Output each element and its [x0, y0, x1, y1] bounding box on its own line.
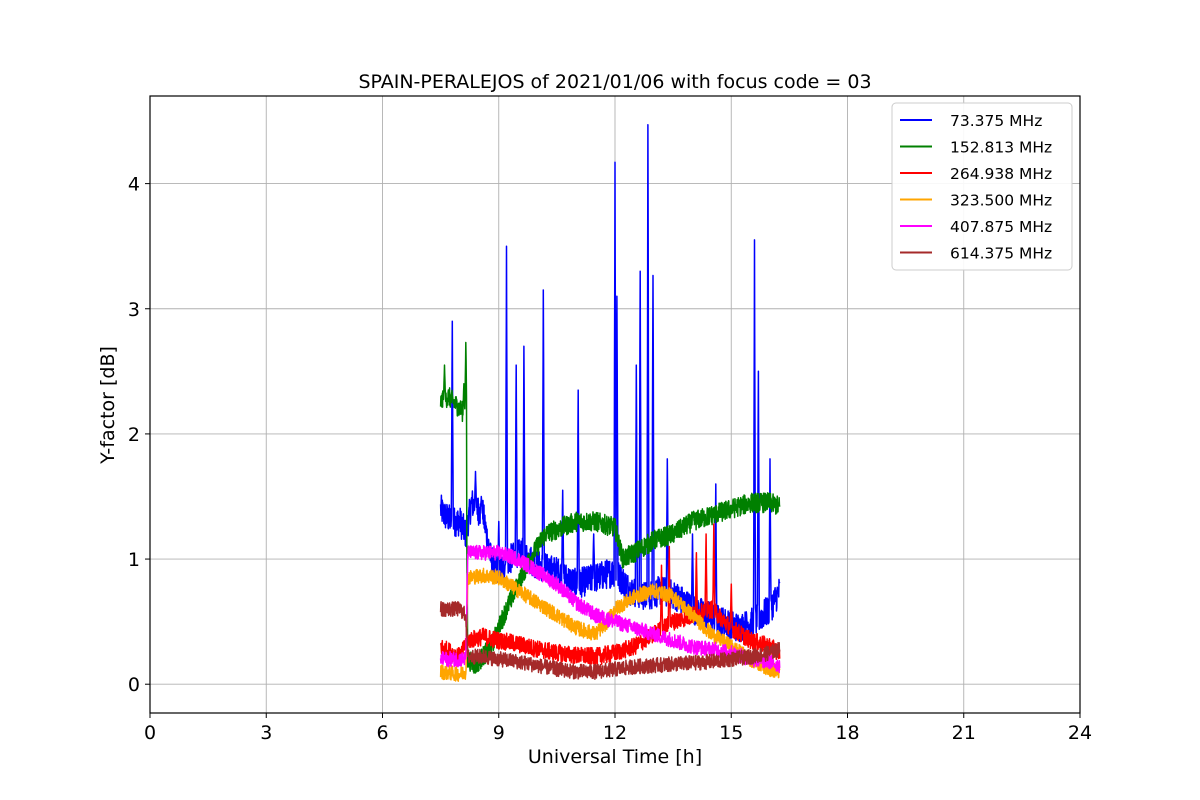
legend-box — [891, 102, 1073, 271]
x-tick-label: 0 — [144, 722, 156, 744]
series-group — [439, 124, 781, 682]
x-axis: 0 3 6 9 12 15 18 21 24 — [144, 713, 1092, 744]
series-line — [439, 544, 781, 674]
legend: 73.375 MHz 152.813 MHz 264.938 MHz 323.500 … — [891, 102, 1073, 271]
chart-title: SPAIN-PERALEJOS of 2021/01/06 with focus… — [358, 71, 871, 93]
x-tick-label: 12 — [603, 722, 627, 744]
y-axis-label: Y-factor [dB] — [97, 346, 119, 465]
y-tick-label: 4 — [128, 174, 140, 196]
x-tick-label: 6 — [376, 722, 388, 744]
x-tick-label: 15 — [719, 722, 743, 744]
series-line — [439, 600, 781, 680]
series-line — [439, 523, 781, 667]
y-axis: 0 1 2 3 4 — [128, 174, 150, 696]
y-tick-label: 1 — [128, 549, 140, 571]
series-line — [439, 567, 781, 682]
x-tick-label: 3 — [260, 722, 272, 744]
legend-label: 407.875 MHz — [950, 218, 1052, 236]
x-tick-label: 9 — [493, 722, 505, 744]
x-tick-label: 21 — [952, 722, 976, 744]
x-tick-label: 24 — [1068, 722, 1092, 744]
legend-label: 323.500 MHz — [950, 192, 1052, 210]
y-tick-label: 2 — [128, 424, 140, 446]
x-axis-label: Universal Time [h] — [528, 746, 702, 768]
legend-label: 264.938 MHz — [950, 165, 1052, 183]
y-tick-label: 3 — [128, 299, 140, 321]
legend-label: 152.813 MHz — [950, 139, 1052, 157]
legend-label: 73.375 MHz — [950, 112, 1042, 130]
x-tick-label: 18 — [835, 722, 859, 744]
legend-label: 614.375 MHz — [950, 245, 1052, 263]
series-line — [439, 124, 781, 643]
y-tick-label: 0 — [128, 674, 140, 696]
